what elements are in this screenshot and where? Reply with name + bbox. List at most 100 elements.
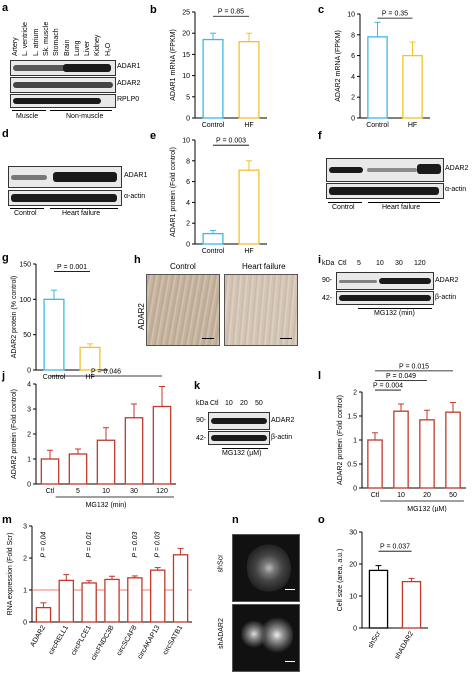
y-tick-label: 1 — [353, 438, 357, 445]
panel-b: b 0 5 10 15 20 25 ADAR1 mRNA (FPKM) Control HF P … — [150, 0, 310, 130]
band-label: ADAR2 — [271, 417, 295, 424]
bar-chart-o: 0 10 20 30 Cell size (area, a.u.) shScr shADAR… — [337, 530, 428, 661]
y-tick-label: 10 — [182, 73, 190, 80]
bar — [202, 232, 224, 245]
band-label: β-actin — [435, 294, 457, 301]
lane-label: 10 — [225, 400, 233, 407]
bar — [367, 36, 388, 119]
x-tick-label: HF — [408, 122, 417, 129]
bar — [368, 569, 389, 629]
panel-c: c 0 2 4 6 8 10 ADAR2 mRNA (FPKM) Control HF P = 0… — [318, 0, 474, 130]
bar — [402, 54, 423, 119]
lane-label: L. atrium — [32, 28, 40, 56]
axis-label: MG132 (µM) — [222, 450, 262, 457]
panel-label: g — [2, 252, 9, 264]
blot-rplp0 — [10, 94, 116, 108]
y-tick-label: 0 — [23, 620, 27, 627]
y-tick-label: 0.5 — [347, 462, 357, 469]
x-tick-label: Control — [202, 122, 225, 129]
panel-label: a — [2, 2, 9, 14]
panel-e: e 0 2 4 6 8 10 ADAR1 protein (Fold control) Con… — [150, 128, 310, 256]
y-tick-label: 5 — [186, 94, 190, 101]
bar — [367, 439, 383, 489]
lane-label: Sk. muscle — [42, 21, 50, 56]
x-tick-label: Ctl — [371, 492, 380, 499]
bar — [104, 578, 120, 623]
band-label: ADAR1 — [117, 63, 141, 70]
y-tick-label: 2 — [351, 95, 355, 102]
bar — [202, 38, 224, 119]
bar — [79, 346, 101, 371]
blot-adar1 — [8, 166, 122, 188]
panel-label: d — [2, 128, 9, 140]
y-axis-label: ADAR2 protein (% control) — [11, 276, 18, 358]
y-axis-label: RNA expression (Fold Scr) — [7, 533, 14, 616]
y-tick-label: 0 — [27, 368, 31, 375]
y-tick-label: 4 — [351, 74, 355, 81]
p-value: P = 0.85 — [218, 9, 244, 16]
panel-label: o — [318, 514, 325, 526]
panel-label: j — [2, 370, 6, 382]
y-tick-label: 20 — [349, 562, 357, 569]
fluorescence-shadar2 — [232, 604, 300, 672]
blot-adar1 — [10, 60, 116, 76]
bar — [127, 577, 143, 623]
lane-label: 20 — [240, 400, 248, 407]
bar — [152, 405, 172, 485]
x-tick-label: 5 — [76, 488, 80, 495]
x-tick-label: shADAR2 — [394, 630, 415, 660]
lane-label: 120 — [414, 260, 426, 267]
bar — [68, 453, 88, 485]
fluorescence-shscr — [232, 534, 300, 602]
bar — [40, 458, 60, 485]
bar-chart-l: 0 0.5 1 1.5 2 ADAR2 protein (Fold control) Ctl… — [337, 363, 466, 513]
p-value: P = 0.037 — [380, 544, 410, 551]
y-tick-label: 4 — [186, 200, 190, 207]
y-tick-label: 6 — [186, 179, 190, 186]
marker: 90- — [322, 277, 333, 284]
lane-label: Ctl — [210, 400, 219, 407]
lane-label: Brain — [63, 39, 71, 56]
group-label: Control — [14, 210, 37, 217]
x-tick-label: 50 — [449, 492, 457, 499]
x-tick-label: 10 — [102, 488, 110, 495]
bar-chart-e: 0 2 4 6 8 10 ADAR1 protein (Fold control) Contr… — [170, 138, 267, 255]
image-title: Control — [170, 262, 196, 271]
y-tick-label: 6 — [351, 53, 355, 60]
band-label: β-actin — [271, 434, 293, 441]
lane-label: 5 — [357, 260, 361, 267]
x-tick-label: 20 — [423, 492, 431, 499]
panel-d: d ADAR1 α-actin Control Heart failure — [0, 128, 150, 223]
y-tick-label: 25 — [182, 10, 190, 17]
bar — [445, 411, 461, 489]
y-tick-label: 8 — [186, 158, 190, 165]
band-label: ADAR2 — [117, 80, 141, 87]
blot-beta-actin — [208, 431, 270, 445]
x-tick-label: Control — [366, 122, 389, 129]
blot-alpha-actin — [8, 190, 122, 206]
lane-label: Liver — [84, 40, 92, 56]
x-tick-label: HF — [244, 248, 253, 255]
x-tick-label: 10 — [397, 492, 405, 499]
panel-o: o 0 10 20 30 Cell size (area, a.u.) shScr shAD… — [318, 512, 474, 673]
x-tick-label: 30 — [130, 488, 138, 495]
p-value: P = 0.046 — [91, 369, 121, 376]
y-tick-label: 10 — [347, 12, 355, 19]
y-axis-label: ADAR1 mRNA (FPKM) — [170, 29, 177, 101]
panel-label: f — [318, 130, 322, 142]
marker: 90- — [196, 417, 207, 424]
bar — [393, 410, 409, 489]
y-axis-label: ADAR2 protein (Fold control) — [11, 389, 18, 479]
lane-label: 50 — [255, 400, 263, 407]
p-value: P = 0.03 — [132, 531, 139, 557]
p-value: P = 0.015 — [399, 363, 429, 370]
y-tick-label: 2 — [23, 556, 27, 563]
p-value: P = 0.03 — [155, 531, 162, 557]
x-tick-label: Ctl — [46, 488, 55, 495]
panel-label: k — [194, 380, 201, 392]
lane-label: 10 — [376, 260, 384, 267]
lane-label: Stomach — [53, 28, 61, 56]
panel-j: j 0 1 2 3 4 ADAR2 protein (Fold control) Ctl 5 1… — [0, 368, 190, 510]
y-tick-label: 0 — [186, 242, 190, 249]
bar — [172, 554, 189, 623]
